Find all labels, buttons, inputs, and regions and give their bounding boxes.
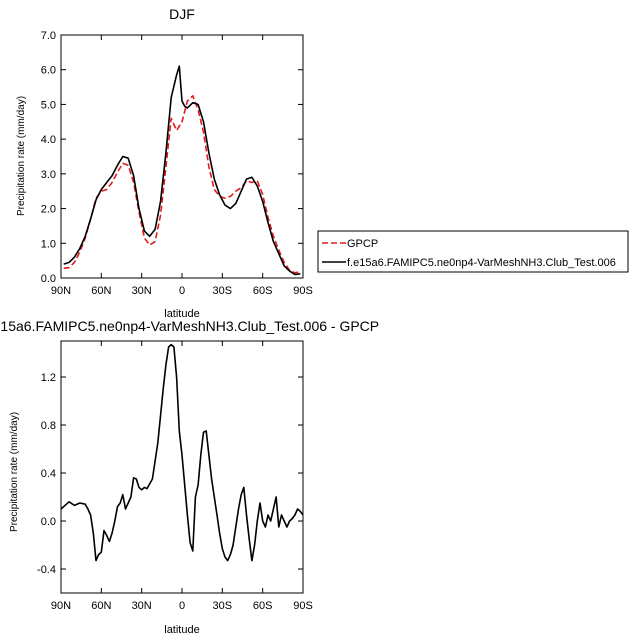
top-y-tick-label: 5.0: [41, 99, 56, 111]
top-y-tick-label: 3.0: [41, 169, 56, 181]
legend: GPCP f.e15a6.FAMIPC5.ne0np4-VarMeshNH3.C…: [317, 230, 629, 273]
top-series-0-line: [63, 95, 301, 274]
top-line-chart: DJF latitude Precipitation rate (mm/day)…: [16, 6, 313, 320]
bottom-y-tick-label: 0.8: [41, 420, 56, 432]
top-y-tick-label: 6.0: [41, 65, 56, 77]
top-x-tick-label: 90N: [51, 285, 71, 297]
bottom-line-chart: f.e15a6.FAMIPC5.ne0np4-VarMeshNH3.Club_T…: [0, 318, 379, 636]
bottom-y-tick-label: 0.4: [41, 468, 56, 480]
bottom-y-tick-label: 0.0: [41, 516, 56, 528]
top-y-tick-label: 0.0: [41, 273, 56, 285]
bottom-x-tick-label: 0: [179, 600, 185, 612]
bottom-chart-ylabel: Precipitation rate (mm/day): [9, 412, 20, 532]
top-chart-xlabel: latitude: [164, 308, 199, 320]
legend-box: [317, 230, 629, 273]
top-y-tick-label: 1.0: [41, 238, 56, 250]
top-x-tick-label: 30S: [213, 285, 233, 297]
top-y-tick-label: 2.0: [41, 204, 56, 216]
bottom-x-tick-label: 60S: [253, 600, 273, 612]
bottom-y-tick-label: -0.4: [37, 564, 56, 576]
bottom-y-tick-label: 1.2: [41, 372, 56, 384]
top-series-1-line: [63, 65, 301, 276]
bottom-series-0-line: [60, 343, 304, 562]
legend-label-model: f.e15a6.FAMIPC5.ne0np4-VarMeshNH3.Club_T…: [347, 257, 616, 269]
top-x-tick-label: 30N: [132, 285, 152, 297]
bottom-x-tick-label: 90S: [293, 600, 313, 612]
bottom-x-tick-label: 90N: [51, 600, 71, 612]
bottom-chart-title: f.e15a6.FAMIPC5.ne0np4-VarMeshNH3.Club_T…: [0, 318, 379, 334]
bottom-x-tick-label: 30S: [213, 600, 233, 612]
top-x-tick-label: 60N: [91, 285, 111, 297]
top-chart-title: DJF: [169, 6, 195, 22]
bottom-x-tick-label: 60N: [91, 600, 111, 612]
bottom-x-tick-label: 30N: [132, 600, 152, 612]
top-x-tick-label: 90S: [293, 285, 313, 297]
top-chart-ylabel: Precipitation rate (mm/day): [16, 96, 27, 216]
legend-label-gpcp: GPCP: [347, 238, 378, 250]
bottom-chart-xlabel: latitude: [164, 624, 199, 636]
top-x-tick-label: 60S: [253, 285, 273, 297]
top-y-tick-label: 4.0: [41, 134, 56, 146]
top-x-tick-label: 0: [179, 285, 185, 297]
top-y-tick-label: 7.0: [41, 30, 56, 42]
